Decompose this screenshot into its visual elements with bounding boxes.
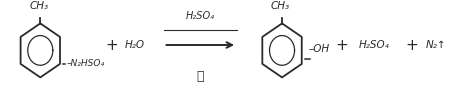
Text: H₂SO₄: H₂SO₄: [185, 11, 215, 21]
Text: +: +: [405, 38, 418, 52]
Text: N₂↑: N₂↑: [426, 40, 447, 50]
Text: –N₂HSO₄: –N₂HSO₄: [66, 58, 104, 68]
Text: +: +: [105, 38, 118, 52]
Text: CH₃: CH₃: [29, 1, 48, 11]
Text: +: +: [335, 38, 347, 52]
Text: –OH: –OH: [308, 44, 329, 54]
Text: H₂O: H₂O: [125, 40, 145, 50]
Text: 苯: 苯: [196, 70, 204, 83]
Text: CH₃: CH₃: [271, 1, 290, 11]
Text: H₂SO₄: H₂SO₄: [359, 40, 390, 50]
